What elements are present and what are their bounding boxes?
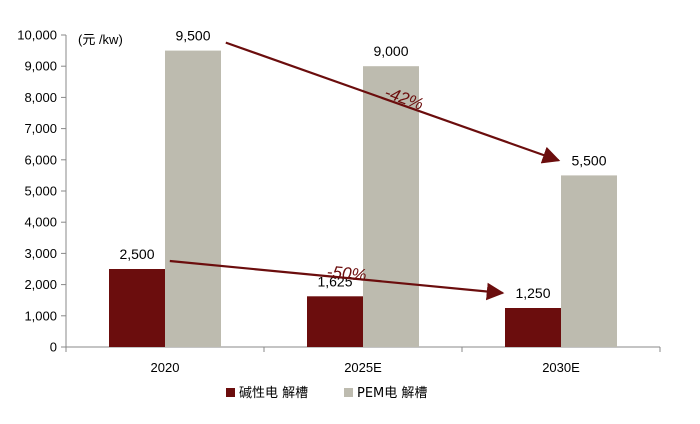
unit-label: (元 /kw) [78,32,123,47]
data-label: 5,500 [571,152,606,168]
data-label: 2,500 [119,246,154,262]
legend-label: 碱性电 解槽 [239,386,308,401]
bar [109,269,165,347]
data-label: 9,000 [373,43,408,59]
data-label: 1,250 [515,285,550,301]
bar [363,66,419,347]
y-tick-label: 9,000 [24,59,57,74]
y-tick-label: 1,000 [24,308,57,323]
trend-arrow [169,259,505,301]
trend-arrow [225,41,561,164]
y-tick-label: 6,000 [24,152,57,167]
bar [165,50,221,347]
bar [561,175,617,347]
x-tick-label: 2025E [344,360,382,375]
legend: 碱性电 解槽 PEM电 解槽 [226,386,427,401]
y-tick-label: 4,000 [24,215,57,230]
axes: 0 1,000 2,000 3,000 4,000 5,000 6,000 7,000 8,00… [17,28,661,375]
legend-swatch [226,388,235,397]
trend-annotation: -50% [326,262,367,285]
x-tick-label: 2030E [542,360,580,375]
y-tick-label: 7,000 [24,121,57,136]
y-tick-label: 5,000 [24,184,57,199]
x-tick-label: 2020 [151,360,180,375]
bar [307,296,363,347]
y-tick-label: 0 [50,340,57,355]
y-tick-label: 2,000 [24,277,57,292]
y-tick-label: 10,000 [17,28,57,43]
y-tick-label: 8,000 [24,90,57,105]
data-label: 9,500 [175,28,210,44]
legend-swatch [344,388,353,397]
y-tick-label: 3,000 [24,246,57,261]
legend-label: PEM电 解槽 [357,386,427,401]
bar [505,308,561,347]
